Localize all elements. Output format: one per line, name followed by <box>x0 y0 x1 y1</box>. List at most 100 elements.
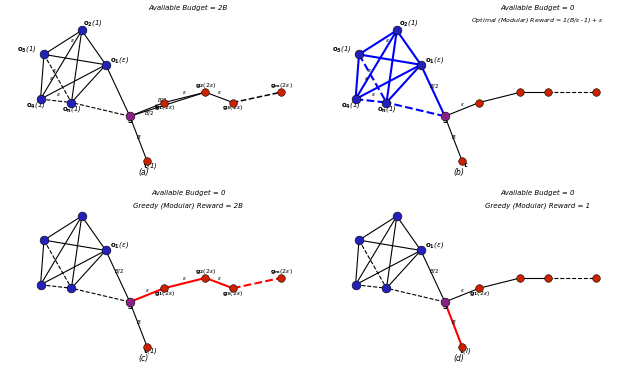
Text: $\mathbf{g_2}(2\varepsilon)$: $\mathbf{g_2}(2\varepsilon)$ <box>195 81 216 90</box>
Text: $B/2$: $B/2$ <box>115 267 125 275</box>
Text: $\mathbf{g_3}(2\varepsilon)$: $\mathbf{g_3}(2\varepsilon)$ <box>222 289 244 298</box>
Text: $\mathbf{s}$: $\mathbf{s}$ <box>127 302 133 311</box>
Text: (a): (a) <box>138 168 149 177</box>
Text: Available Budget = 2B: Available Budget = 2B <box>148 5 228 11</box>
Text: $\varepsilon$: $\varepsilon$ <box>371 91 376 98</box>
Text: $\mathbf{o_3}$(1): $\mathbf{o_3}$(1) <box>332 44 351 54</box>
Text: $\mathbf{o_1}$($\varepsilon$): $\mathbf{o_1}$($\varepsilon$) <box>425 55 444 65</box>
Text: $\mathbf{o_2}$(1): $\mathbf{o_2}$(1) <box>399 18 418 28</box>
Text: $\varepsilon$: $\varepsilon$ <box>52 67 57 74</box>
Point <box>381 100 392 105</box>
Point <box>351 282 361 288</box>
Text: $B$: $B$ <box>451 132 456 141</box>
Point <box>100 248 111 253</box>
Text: $\mathbf{o_2}$(1): $\mathbf{o_2}$(1) <box>83 18 103 28</box>
Text: $\varepsilon$: $\varepsilon$ <box>460 287 465 294</box>
Point <box>354 51 364 57</box>
Text: $\mathbf{t}$(1): $\mathbf{t}$(1) <box>143 161 157 171</box>
Text: $\varepsilon$: $\varepsilon$ <box>182 89 187 96</box>
Point <box>39 51 49 57</box>
Text: $B$: $B$ <box>136 318 141 326</box>
Text: $\varepsilon$: $\varepsilon$ <box>460 101 465 108</box>
Text: $B/2$: $B/2$ <box>429 267 440 275</box>
Point <box>125 113 135 119</box>
Point <box>416 62 426 68</box>
Point <box>591 89 601 95</box>
Text: (b): (b) <box>453 168 464 177</box>
Text: $\varepsilon$: $\varepsilon$ <box>217 275 221 282</box>
Text: $\mathbf{o_1}$($\varepsilon$): $\mathbf{o_1}$($\varepsilon$) <box>110 240 129 250</box>
Text: $\mathbf{g_m}(2\varepsilon)$: $\mathbf{g_m}(2\varepsilon)$ <box>269 267 292 276</box>
Point <box>228 285 238 291</box>
Point <box>543 89 553 95</box>
Point <box>474 100 484 105</box>
Text: Greedy (Modular) Reward = 1: Greedy (Modular) Reward = 1 <box>485 202 590 209</box>
Text: $\mathbf{o_1}$($\varepsilon$): $\mathbf{o_1}$($\varepsilon$) <box>110 55 129 65</box>
Text: $\varepsilon$: $\varepsilon$ <box>367 67 372 74</box>
Point <box>142 158 152 164</box>
Text: $\mathbf{g_2}(2\varepsilon)$: $\mathbf{g_2}(2\varepsilon)$ <box>195 267 216 276</box>
Text: Available Budget = 0: Available Budget = 0 <box>500 5 575 11</box>
Point <box>457 344 467 350</box>
Point <box>67 285 77 291</box>
Text: $\varepsilon$: $\varepsilon$ <box>49 75 54 82</box>
Text: Available Budget = 0: Available Budget = 0 <box>500 190 575 196</box>
Text: $\varepsilon$: $\varepsilon$ <box>70 37 75 44</box>
Point <box>276 89 286 95</box>
Text: $\mathbf{o_3}$(1): $\mathbf{o_3}$(1) <box>17 44 36 54</box>
Point <box>543 275 553 281</box>
Point <box>416 248 426 253</box>
Text: $B/2$: $B/2$ <box>429 81 440 90</box>
Point <box>392 27 402 33</box>
Point <box>77 27 87 33</box>
Point <box>159 285 170 291</box>
Text: $B/2$: $B/2$ <box>143 109 154 117</box>
Text: $\varepsilon$: $\varepsilon$ <box>154 102 159 109</box>
Point <box>440 113 450 119</box>
Text: Available Budget = 0: Available Budget = 0 <box>151 190 225 196</box>
Text: $\mathbf{o_4}$(1): $\mathbf{o_4}$(1) <box>340 100 360 110</box>
Point <box>77 213 87 219</box>
Text: $\mathbf{o_n}$(1): $\mathbf{o_n}$(1) <box>61 104 81 114</box>
Text: $\varepsilon$: $\varepsilon$ <box>145 287 149 294</box>
Text: $\varepsilon$: $\varepsilon$ <box>364 75 369 82</box>
Point <box>381 285 392 291</box>
Text: $\mathbf{g_1}(2\varepsilon)$: $\mathbf{g_1}(2\varepsilon)$ <box>154 103 175 112</box>
Text: (c): (c) <box>138 354 148 363</box>
Point <box>100 62 111 68</box>
Text: $\mathbf{o_4}$(1): $\mathbf{o_4}$(1) <box>26 100 45 110</box>
Text: $\mathbf{t}$(I): $\mathbf{t}$(I) <box>460 346 472 356</box>
Text: (d): (d) <box>453 354 464 363</box>
Point <box>591 275 601 281</box>
Text: $\mathbf{g_1}(2\varepsilon)$: $\mathbf{g_1}(2\varepsilon)$ <box>468 289 490 298</box>
Point <box>67 100 77 105</box>
Point <box>200 89 211 95</box>
Text: $\mathbf{t}$(1): $\mathbf{t}$(1) <box>143 346 157 356</box>
Point <box>515 275 525 281</box>
Point <box>39 237 49 243</box>
Text: $\mathbf{s}$: $\mathbf{s}$ <box>442 302 448 311</box>
Point <box>228 100 238 105</box>
Point <box>474 285 484 291</box>
Text: $\mathbf{o_n}$(1): $\mathbf{o_n}$(1) <box>376 104 396 114</box>
Text: $B$: $B$ <box>451 318 456 326</box>
Text: $\varepsilon$: $\varepsilon$ <box>217 89 221 96</box>
Text: $\mathbf{t}$: $\mathbf{t}$ <box>463 160 468 169</box>
Text: $\varepsilon$: $\varepsilon$ <box>56 91 61 98</box>
Point <box>35 282 45 288</box>
Text: $\mathbf{g_m}(2\varepsilon)$: $\mathbf{g_m}(2\varepsilon)$ <box>269 81 292 90</box>
Point <box>457 158 467 164</box>
Text: $B/2$: $B/2$ <box>157 96 168 104</box>
Point <box>159 100 170 105</box>
Point <box>200 275 211 281</box>
Point <box>392 213 402 219</box>
Text: $\mathbf{g_3}(2\varepsilon)$: $\mathbf{g_3}(2\varepsilon)$ <box>222 103 244 112</box>
Point <box>125 299 135 305</box>
Point <box>440 299 450 305</box>
Point <box>354 237 364 243</box>
Text: Optimal (Modular) Reward = 1(B/$\varepsilon$ -1) + $\varepsilon$: Optimal (Modular) Reward = 1(B/$\varepsi… <box>471 16 604 25</box>
Text: $\mathbf{s}$: $\mathbf{s}$ <box>127 116 133 125</box>
Point <box>276 275 286 281</box>
Point <box>142 344 152 350</box>
Text: $\mathbf{s}$: $\mathbf{s}$ <box>442 116 448 125</box>
